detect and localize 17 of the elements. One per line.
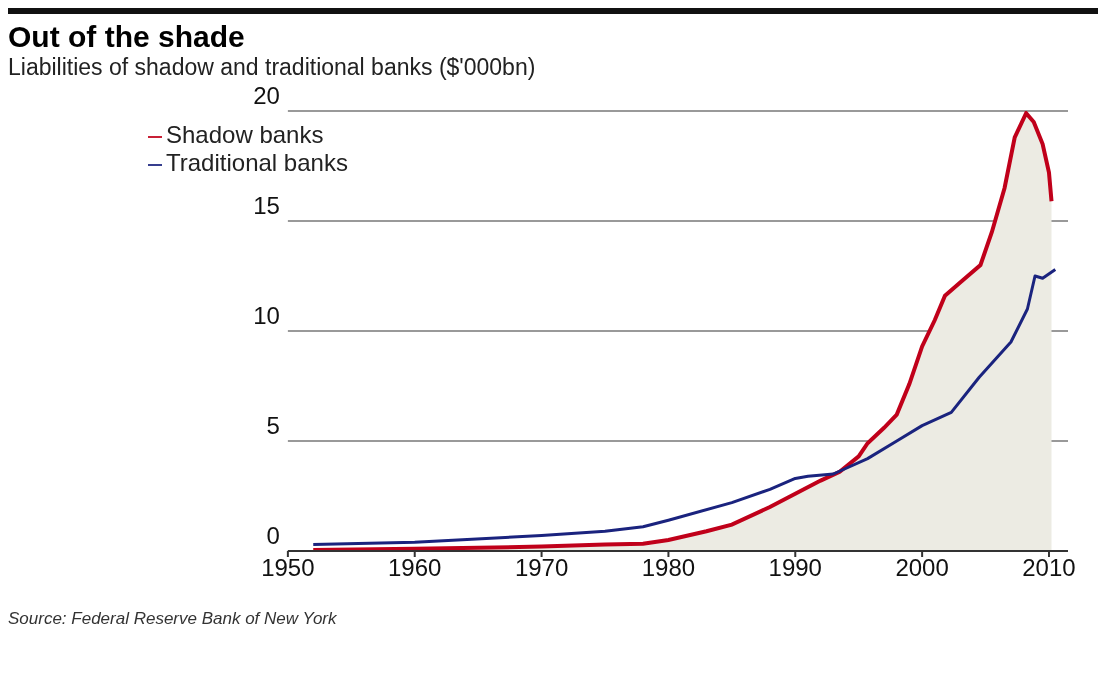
chart-subtitle: Liabilities of shadow and traditional banks ($'000bn) xyxy=(8,54,537,81)
y-tick-label: 10 xyxy=(253,301,280,329)
legend-label: Shadow banks xyxy=(166,121,324,148)
x-tick-label: 1950 xyxy=(261,554,315,582)
legend-label: Traditional banks xyxy=(166,149,348,176)
x-tick-label: 1980 xyxy=(641,554,696,582)
x-tick-label: 1990 xyxy=(768,554,822,582)
x-tick-label: 2010 xyxy=(1022,554,1076,582)
chart-title: Out of the shade xyxy=(8,20,246,54)
y-tick-label: 0 xyxy=(266,521,280,549)
y-tick-label: 15 xyxy=(253,191,280,219)
y-tick-label: 5 xyxy=(266,411,280,439)
x-tick-label: 1970 xyxy=(514,554,569,582)
x-tick-label: 2000 xyxy=(895,554,949,582)
y-tick-label: 20 xyxy=(253,81,280,109)
source-note: Source: Federal Reserve Bank of New York xyxy=(8,609,338,629)
x-tick-label: 1960 xyxy=(388,554,442,582)
